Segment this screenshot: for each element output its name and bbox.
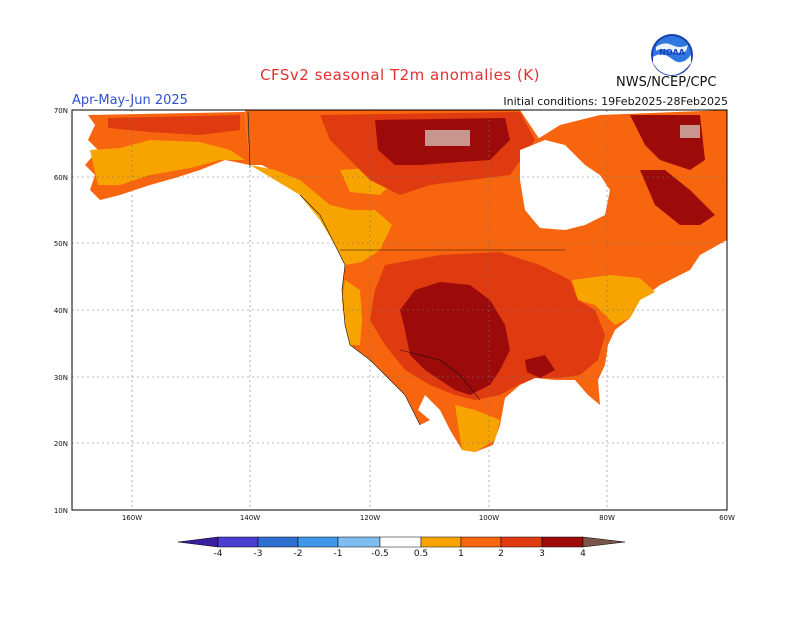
- graticule: [72, 110, 727, 510]
- forecast-period: Apr-May-Jun 2025: [72, 93, 188, 108]
- lat-label-40n: 40N: [54, 307, 68, 315]
- colorbar-swatch: [297, 536, 339, 548]
- colorbar-arrow-high: [582, 536, 626, 548]
- colorbar-swatch: [541, 536, 584, 548]
- max-anomaly-patch: [425, 130, 470, 146]
- cb-label-m2: -2: [294, 549, 303, 559]
- cb-label-m3: -3: [254, 549, 263, 559]
- colorbar: [177, 536, 626, 548]
- lon-label-80w: 80W: [599, 514, 615, 522]
- lon-label-140w: 140W: [240, 514, 260, 522]
- cb-label-m05: -0.5: [371, 549, 389, 559]
- cb-label-2: 2: [498, 549, 504, 559]
- cb-label-3: 3: [539, 549, 545, 559]
- lat-label-60n: 60N: [54, 174, 68, 182]
- lat-label-10n: 10N: [54, 507, 68, 515]
- map-frame: [71, 109, 728, 511]
- agency-label: NWS/NCEP/CPC: [616, 75, 717, 90]
- lat-label-70n: 70N: [54, 107, 68, 115]
- lat-label-30n: 30N: [54, 374, 68, 382]
- lat-label-50n: 50N: [54, 240, 68, 248]
- colorbar-swatch: [379, 536, 422, 548]
- lon-label-100w: 100W: [479, 514, 499, 522]
- colorbar-swatch: [460, 536, 502, 548]
- land-anomaly-fields: [85, 110, 727, 452]
- lon-label-160w: 160W: [122, 514, 142, 522]
- colorbar-arrow-low: [177, 536, 219, 548]
- colorbar-swatch: [500, 536, 543, 548]
- cb-label-4: 4: [580, 549, 586, 559]
- colorbar-swatch: [337, 536, 381, 548]
- initial-conditions: Initial conditions: 19Feb2025-28Feb2025: [503, 95, 728, 108]
- noaa-logo-text: NOAA: [659, 48, 685, 57]
- cb-label-m4: -4: [214, 549, 223, 559]
- colorbar-labels: -4 -3 -2 -1 -0.5 0.5 1 2 3 4: [214, 549, 587, 559]
- cb-label-m1: -1: [334, 549, 343, 559]
- hudson-bay: [520, 140, 610, 230]
- cb-label-05: 0.5: [414, 549, 428, 559]
- boundaries: [247, 111, 565, 426]
- noaa-logo: NOAA: [651, 34, 693, 76]
- latitude-labels: 70N 60N 50N 40N 30N 20N 10N: [54, 107, 68, 515]
- lat-label-20n: 20N: [54, 440, 68, 448]
- lon-label-60w: 60W: [719, 514, 735, 522]
- longitude-labels: 160W 140W 120W 100W 80W 60W: [122, 514, 735, 522]
- lon-label-120w: 120W: [360, 514, 380, 522]
- colorbar-swatch: [257, 536, 299, 548]
- map-title: CFSv2 seasonal T2m anomalies (K): [260, 66, 540, 84]
- colorbar-swatch: [217, 536, 259, 548]
- cb-label-1: 1: [458, 549, 464, 559]
- colorbar-swatch: [420, 536, 462, 548]
